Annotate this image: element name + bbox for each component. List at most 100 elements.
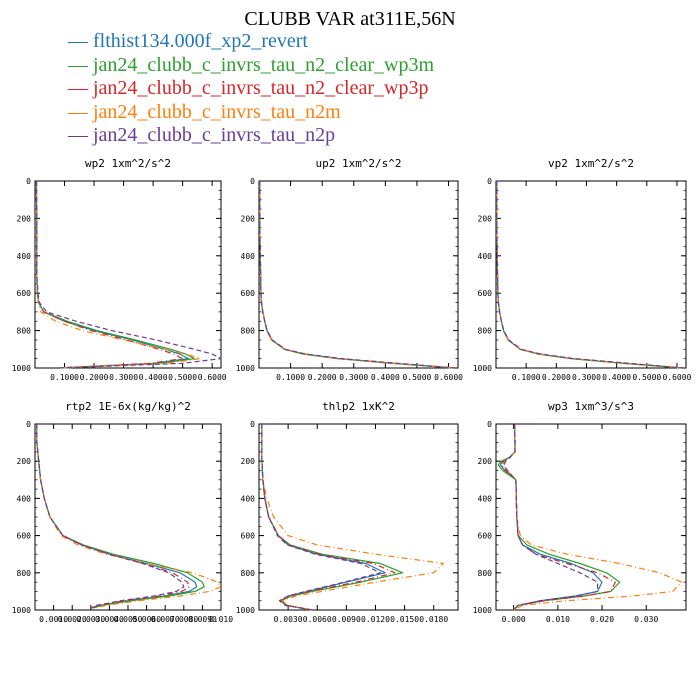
y-tick-label: 0 <box>250 420 255 429</box>
y-tick-label: 200 <box>17 457 32 466</box>
y-tick-label: 0 <box>487 177 492 186</box>
plot-frame <box>495 180 687 369</box>
x-tick-label: 0.0150 <box>390 615 419 624</box>
x-tick-label: 0.0090 <box>332 615 361 624</box>
y-tick-label: 600 <box>241 532 256 541</box>
y-tick-label: 200 <box>241 457 256 466</box>
y-tick-label: 800 <box>241 569 256 578</box>
y-tick-label: 200 <box>478 457 493 466</box>
legend-label: flthist134.000f_xp2_revert <box>93 30 308 52</box>
x-tick-label: 0.1000 <box>512 373 541 382</box>
x-tick-label: 0.5000 <box>632 373 661 382</box>
series-line <box>496 181 684 369</box>
chart-panel: up2 1xm^2/s^2 0 200 400 600 800 1000 0.1000 0.20… <box>236 157 463 382</box>
series-line <box>35 181 195 369</box>
y-tick-label: 400 <box>478 494 493 503</box>
x-tick-label: 0.5000 <box>168 373 197 382</box>
figure-title: CLUBB VAR at311E,56N <box>244 8 456 30</box>
series-line <box>496 181 684 369</box>
y-tick-label: 400 <box>478 252 493 261</box>
chart-panel: vp2 1xm^2/s^2 0 200 400 600 800 1000 0.1000 0.20… <box>473 157 692 382</box>
legend-label: jan24_clubb_c_invrs_tau_n2_clear_wp3m <box>93 53 435 76</box>
x-tick-label: 0.0020 <box>58 615 87 624</box>
y-tick-label: 0 <box>250 177 255 186</box>
series-line <box>35 181 222 369</box>
y-tick-label: 400 <box>17 494 32 503</box>
x-tick-label: 0.1000 <box>276 373 305 382</box>
y-tick-label: 800 <box>17 327 32 336</box>
legend-marker: — <box>68 100 93 123</box>
legend-marker: — <box>68 124 93 146</box>
chart-panel: wp3 1xm^3/s^3 0 200 400 600 800 1000 0.000 0.010… <box>473 400 687 624</box>
series-line <box>261 424 396 611</box>
y-tick-label: 600 <box>241 289 256 298</box>
y-tick-label: 0 <box>26 420 31 429</box>
series-line <box>502 423 683 611</box>
y-tick-label: 600 <box>17 532 32 541</box>
series-line <box>496 181 684 369</box>
x-tick-label: 0.0060 <box>132 615 161 624</box>
panel-title: vp2 1xm^2/s^2 <box>548 157 634 170</box>
chart-panel: rtp2 1E-6x(kg/kg)^2 0 200 400 600 800 1000 0.00… <box>12 400 233 624</box>
y-tick-label: 800 <box>241 327 256 336</box>
series-line <box>35 181 201 369</box>
panel-title: wp3 1xm^3/s^3 <box>548 400 634 413</box>
legend-label: jan24_clubb_c_invrs_tau_n2m <box>93 100 341 123</box>
x-tick-label: 0.0120 <box>361 615 390 624</box>
panel-title: thlp2 1xK^2 <box>322 400 395 413</box>
series-line <box>259 181 455 369</box>
legend-entry: — jan24_clubb_c_invrs_tau_n2m <box>68 101 434 125</box>
y-tick-label: 400 <box>241 252 256 261</box>
x-tick-label: 0.2000 <box>80 373 109 382</box>
series-line <box>259 181 455 369</box>
series-line <box>261 424 404 611</box>
x-tick-label: 0.0180 <box>419 615 448 624</box>
plot-frame <box>258 180 459 369</box>
y-tick-label: 0 <box>487 420 492 429</box>
plot-frame <box>495 423 687 611</box>
y-tick-label: 1000 <box>236 364 255 373</box>
x-tick-label: 0.0060 <box>303 615 332 624</box>
x-tick-label: 0.0050 <box>114 615 143 624</box>
legend-entry: — jan24_clubb_c_invrs_tau_n2_clear_wp3p <box>68 77 434 101</box>
y-tick-label: 1000 <box>12 364 31 373</box>
legend-label: jan24_clubb_c_invrs_tau_n2p <box>93 124 336 146</box>
x-tick-label: 0.3000 <box>572 373 601 382</box>
x-tick-label: 0.030 <box>634 615 658 624</box>
x-tick-label: 0.010 <box>546 615 570 624</box>
series-line <box>500 423 616 611</box>
series-line <box>496 181 684 369</box>
x-tick-label: 0.6000 <box>662 373 691 382</box>
x-tick-label: 0.0040 <box>95 615 124 624</box>
x-tick-label: 0.5000 <box>402 373 431 382</box>
series-line <box>259 181 455 369</box>
y-tick-label: 200 <box>241 214 256 223</box>
legend-entry: — jan24_clubb_c_invrs_tau_n2p <box>68 124 434 148</box>
y-tick-label: 1000 <box>473 606 492 615</box>
series-line <box>496 181 684 369</box>
y-tick-label: 0 <box>26 177 31 186</box>
plot-frame <box>34 423 222 611</box>
y-tick-label: 400 <box>241 494 256 503</box>
legend-label: jan24_clubb_c_invrs_tau_n2_clear_wp3p <box>93 77 429 99</box>
series-line <box>503 423 599 611</box>
x-tick-label: 0.020 <box>590 615 614 624</box>
series-line <box>261 424 381 611</box>
x-tick-label: 0.3000 <box>339 373 368 382</box>
panel-title: rtp2 1E-6x(kg/kg)^2 <box>65 400 191 413</box>
x-tick-label: 0.2000 <box>308 373 337 382</box>
y-tick-label: 1000 <box>473 364 492 373</box>
x-tick-label: 0.6000 <box>434 373 463 382</box>
series-line <box>261 424 386 611</box>
y-tick-label: 400 <box>17 252 32 261</box>
y-tick-label: 1000 <box>236 606 255 615</box>
series-line <box>36 424 190 609</box>
y-tick-label: 200 <box>478 214 493 223</box>
x-tick-label: 0.1000 <box>50 373 79 382</box>
series-line <box>36 424 198 609</box>
x-tick-label: 0.4000 <box>602 373 631 382</box>
legend-marker: — <box>68 30 93 52</box>
series-line <box>36 424 185 609</box>
x-tick-label: 0.0010 <box>39 615 68 624</box>
